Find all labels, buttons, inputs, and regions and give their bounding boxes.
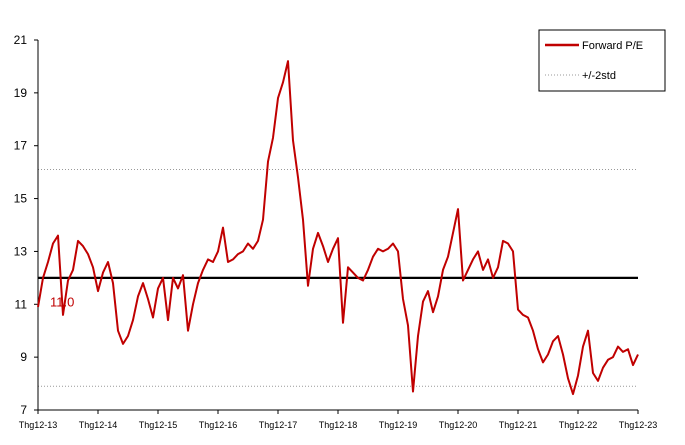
x-tick-label: Thg12-14: [79, 420, 118, 430]
current-value-label: 11.0: [50, 294, 74, 309]
x-tick-label: Thg12-18: [319, 420, 358, 430]
x-tick-label: Thg12-22: [559, 420, 598, 430]
y-tick-label: 19: [14, 86, 28, 100]
y-tick-label: 17: [14, 139, 28, 153]
legend-label-forward-pe: Forward P/E: [582, 40, 643, 52]
y-tick-label: 15: [14, 192, 28, 206]
y-tick-label: 9: [20, 350, 27, 364]
x-tick-label: Thg12-15: [139, 420, 178, 430]
x-tick-label: Thg12-20: [439, 420, 478, 430]
reference-lines: [38, 169, 638, 387]
y-tick-label: 11: [15, 297, 28, 311]
x-tick-label: Thg12-21: [499, 420, 538, 430]
x-tick-label: Thg12-17: [259, 420, 298, 430]
series-layer: [37, 60, 639, 396]
legend-label-std-band: +/-2std: [582, 70, 616, 82]
y-tick-label: 7: [20, 403, 27, 417]
x-tick-label: Thg12-19: [379, 420, 418, 430]
legend: Forward P/E +/-2std: [538, 29, 666, 92]
legend-box: [538, 29, 666, 92]
x-tick-label: Thg12-16: [199, 420, 238, 430]
x-tick-label: Thg12-13: [19, 420, 58, 430]
y-tick-label: 21: [14, 33, 28, 47]
axes: 21 19 17 15 13 11 9 7 Thg12-13 Thg12-14 Thg12-15 Th…: [14, 33, 658, 430]
x-tick-label: Thg12-23: [619, 420, 658, 430]
y-tick-label: 13: [14, 244, 28, 258]
annotations-layer: 11.0: [50, 294, 74, 309]
forward-pe-line: [37, 60, 639, 396]
